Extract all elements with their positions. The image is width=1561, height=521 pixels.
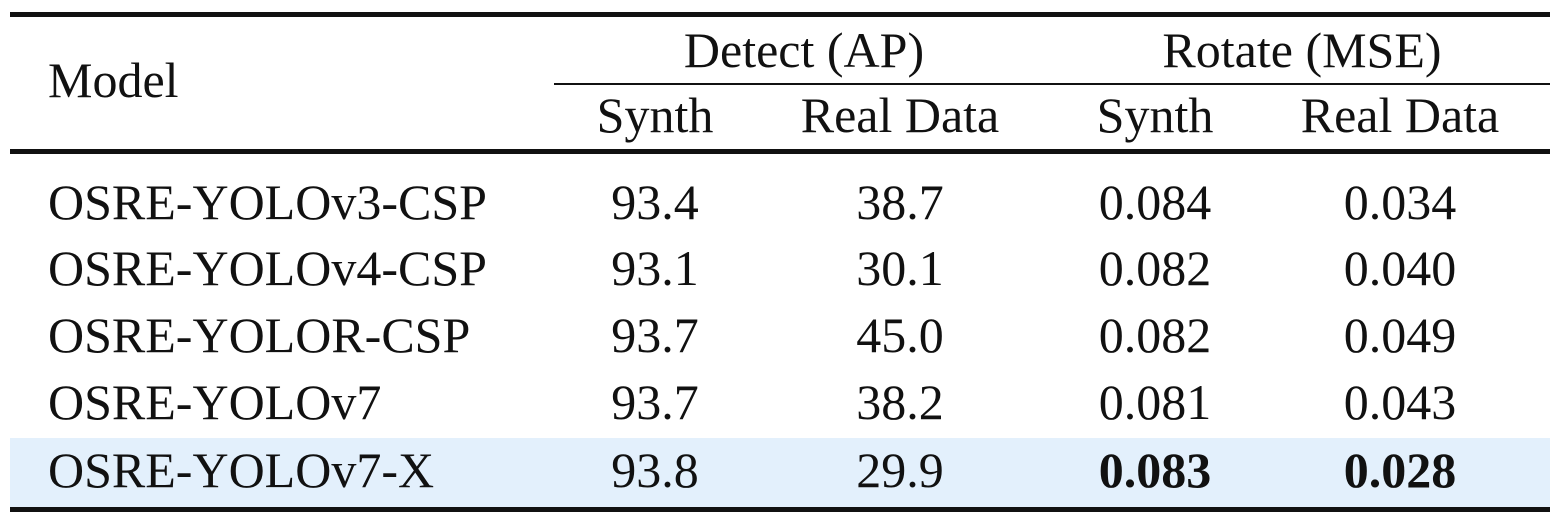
group-underline [554,83,1550,85]
row-model: OSRE-YOLOv7 [48,374,382,430]
results-table: Model Detect (AP) Rotate (MSE) Synth Rea… [10,0,1550,521]
row-model: OSRE-YOLOR-CSP [48,307,471,363]
row-detect-synth: 93.7 [611,374,699,430]
row-model: OSRE-YOLOv7-X [48,442,435,498]
row-rotate-real: 0.043 [1343,374,1457,430]
row-detect-synth: 93.8 [611,442,699,498]
subheader-rotate-real: Real Data [1300,87,1500,143]
header-rotate-mse: Rotate (MSE) [1162,22,1442,78]
row-rotate-real: 0.049 [1343,307,1457,363]
row-rotate-real: 0.034 [1343,174,1457,230]
row-detect-synth: 93.4 [611,174,699,230]
subheader-detect-synth: Synth [596,87,714,143]
highlighted-row-background [10,438,1550,507]
subheader-rotate-synth: Synth [1096,87,1214,143]
header-rule [10,149,1550,154]
subheader-detect-real: Real Data [800,87,1000,143]
row-rotate-real: 0.040 [1343,240,1457,296]
top-rule [10,12,1550,17]
row-rotate-real-best: 0.028 [1343,442,1457,498]
row-model: OSRE-YOLOv4-CSP [48,240,487,296]
row-rotate-synth: 0.082 [1098,307,1212,363]
row-rotate-synth: 0.082 [1098,240,1212,296]
row-detect-real: 29.9 [856,442,944,498]
row-model: OSRE-YOLOv3-CSP [48,174,487,230]
row-rotate-synth-best: 0.083 [1098,442,1212,498]
row-detect-synth: 93.1 [611,240,699,296]
row-rotate-synth: 0.081 [1098,374,1212,430]
bottom-rule [10,507,1550,512]
row-detect-synth: 93.7 [611,307,699,363]
header-detect-ap: Detect (AP) [683,22,925,78]
row-rotate-synth: 0.084 [1098,174,1212,230]
row-detect-real: 45.0 [856,307,944,363]
row-detect-real: 30.1 [856,240,944,296]
row-detect-real: 38.2 [856,374,944,430]
header-model: Model [48,52,179,108]
row-detect-real: 38.7 [856,174,944,230]
